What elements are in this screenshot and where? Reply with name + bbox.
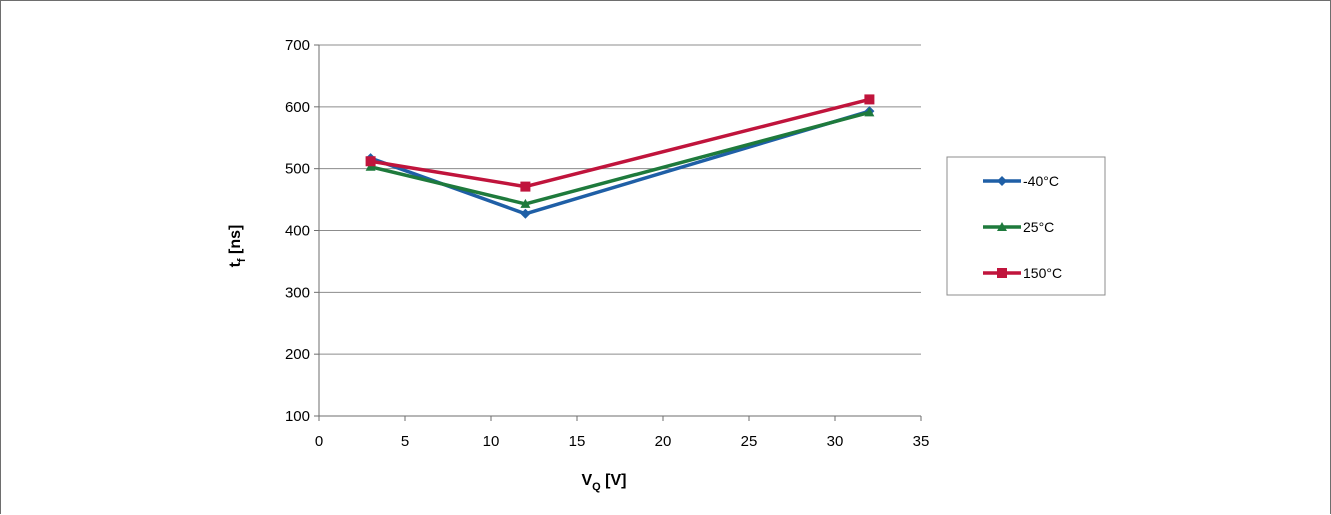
legend-marker-1 bbox=[997, 222, 1007, 231]
data-point-0-1 bbox=[520, 208, 531, 219]
legend-item-2: 150°C bbox=[983, 265, 1062, 281]
y-tick-label-2: 300 bbox=[285, 284, 310, 301]
x-axis-title-unit: [V] bbox=[601, 472, 627, 489]
data-point-2-0 bbox=[365, 156, 376, 167]
x-tick-labels: 0 5 10 15 20 25 30 35 bbox=[315, 433, 930, 450]
legend-item-0: -40°C bbox=[983, 173, 1059, 189]
data-point-1-0 bbox=[365, 161, 376, 171]
series-1 bbox=[365, 107, 875, 208]
y-axis-title-sub: f bbox=[236, 258, 248, 262]
legend-label-2: 150°C bbox=[1023, 265, 1062, 281]
y-tick-label-1: 200 bbox=[285, 346, 310, 363]
x-tick-label-2: 10 bbox=[483, 433, 500, 450]
y-axis-title: tf [ns] bbox=[227, 225, 248, 268]
x-tick-label-4: 20 bbox=[655, 433, 672, 450]
series-line-2 bbox=[370, 97, 870, 189]
y-tick-label-0: 100 bbox=[285, 408, 310, 425]
legend-label-1: 25°C bbox=[1023, 219, 1054, 235]
y-tick-label-3: 400 bbox=[285, 223, 310, 240]
x-axis-title-main: V bbox=[581, 472, 592, 489]
x-tick-label-3: 15 bbox=[569, 433, 586, 450]
legend-label-0: -40°C bbox=[1023, 173, 1059, 189]
x-tick-label-0: 0 bbox=[315, 433, 323, 450]
grid-lines bbox=[319, 44, 921, 355]
series-2 bbox=[365, 94, 875, 192]
y-tick-label-4: 500 bbox=[285, 161, 310, 178]
plot-series bbox=[365, 94, 875, 219]
x-tick-label-5: 25 bbox=[741, 433, 758, 450]
series-line-1 bbox=[370, 110, 870, 206]
x-axis-title-sub: Q bbox=[592, 481, 601, 493]
x-tick-label-6: 30 bbox=[827, 433, 844, 450]
data-point-2-2 bbox=[864, 94, 875, 105]
x-tick-label-7: 35 bbox=[913, 433, 930, 450]
y-tick-label-6: 700 bbox=[285, 37, 310, 54]
y-axis-title-unit: [ns] bbox=[227, 225, 244, 259]
data-point-1-2 bbox=[864, 107, 875, 117]
y-tick-labels: 100 200 300 400 500 600 700 bbox=[285, 37, 310, 425]
axes bbox=[314, 44, 922, 421]
legend-box bbox=[946, 156, 1106, 296]
y-tick-label-5: 600 bbox=[285, 99, 310, 116]
legend: -40°C 25°C 150°C bbox=[946, 156, 1106, 296]
legend-marker-0 bbox=[997, 176, 1007, 186]
legend-marker-2 bbox=[997, 268, 1007, 278]
x-tick-label-1: 5 bbox=[401, 433, 409, 450]
data-point-1-1 bbox=[520, 198, 531, 208]
y-axis-title-main: t bbox=[227, 261, 244, 267]
data-point-2-1 bbox=[520, 181, 531, 192]
x-axis-title: VQ [V] bbox=[581, 472, 626, 493]
legend-item-1: 25°C bbox=[983, 219, 1054, 235]
